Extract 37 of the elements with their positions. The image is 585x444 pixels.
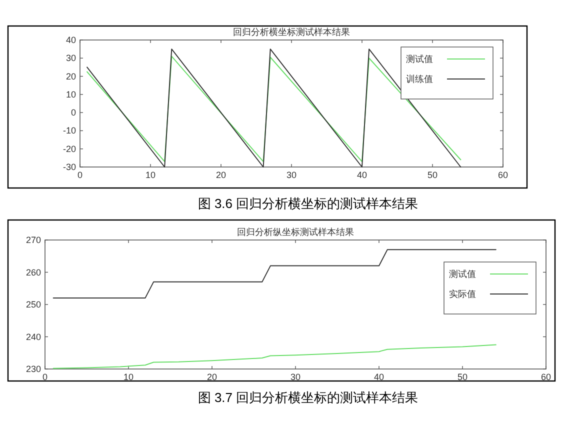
x-tick-label: 30 [286,170,297,180]
x-tick-label: 30 [290,372,301,382]
legend-label: 实际值 [449,289,476,300]
y-tick-label: 240 [26,332,41,342]
y-tick-label: -30 [62,162,76,172]
y-tick-label: -10 [62,126,76,136]
y-tick-label: 30 [66,53,76,64]
chart-title: 回归分析横坐标测试样本结果 [233,27,350,38]
y-tick-label: 230 [26,364,41,374]
x-tick-label: 20 [206,372,218,382]
y-tick-label: 40 [66,35,76,45]
y-tick-label: 10 [66,89,76,100]
y-tick-label: 250 [26,300,41,310]
legend-label: 训练值 [406,74,433,85]
y-tick-label: 260 [26,267,41,278]
x-tick-label: 0 [42,372,48,382]
caption: 图 3.6 回归分析横坐标的测试样本结果 [198,196,418,211]
legend-label: 测试值 [449,269,476,280]
x-tick-label: 60 [498,170,508,180]
y-tick-label: 0 [70,108,76,118]
x-tick-label: 40 [356,170,368,180]
x-tick-label: 10 [123,372,134,382]
x-tick-label: 0 [77,170,83,180]
y-tick-label: 20 [66,71,76,82]
x-tick-label: 40 [374,372,384,382]
x-tick-label: 50 [427,170,438,180]
legend-label: 测试值 [406,54,433,65]
chart-title: 回归分析纵坐标测试样本结果 [237,227,354,238]
x-tick-label: 10 [145,170,156,180]
y-tick-label: 270 [26,235,41,245]
line-series [52,249,496,299]
x-tick-label: 50 [457,372,468,382]
x-tick-label: 20 [216,170,226,180]
x-tick-label: 60 [540,372,552,382]
caption: 图 3.7 回归分析横坐标的测试样本结果 [198,390,418,405]
line-series [52,344,496,369]
y-tick-label: -20 [62,144,76,154]
